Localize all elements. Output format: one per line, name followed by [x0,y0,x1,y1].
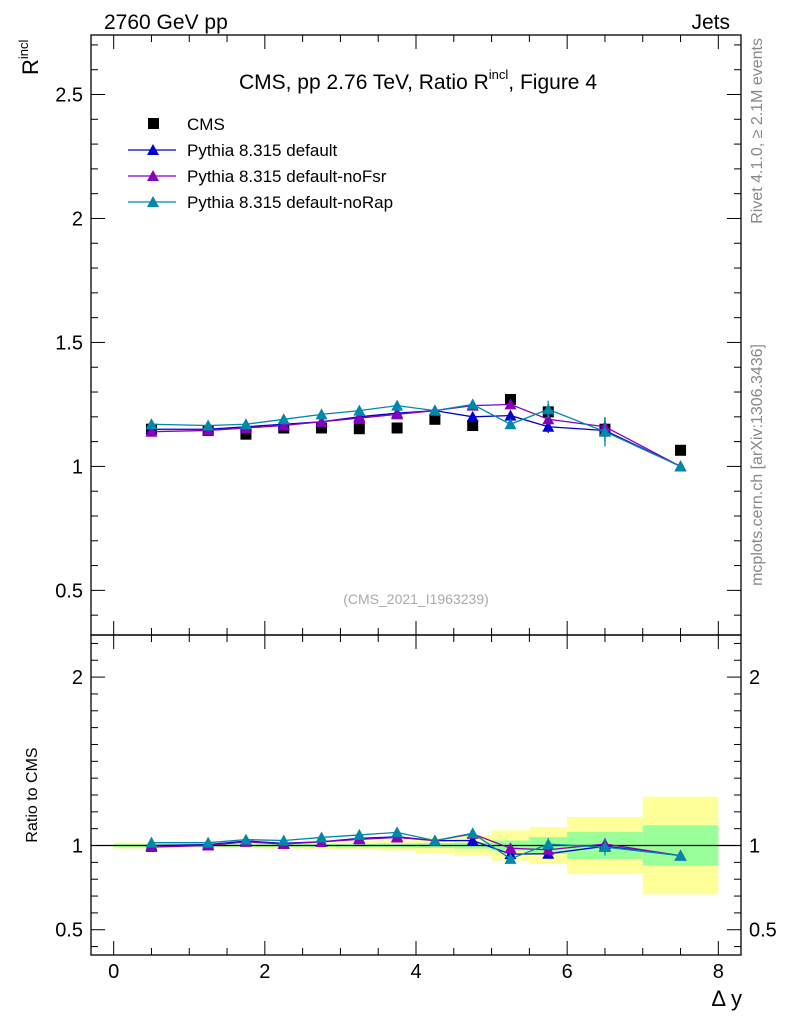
cms-data-point-2 [240,428,252,440]
ratio-series-layer [145,826,687,864]
legend-marker-default [147,144,159,155]
main-y-axis-label: Rincl [16,39,43,75]
main-title-superscript: incl [489,67,509,82]
ratio-series-norap-point-8 [466,827,479,839]
main-series-nofsr-point-5 [353,412,366,424]
cms-data-point-4 [316,422,328,434]
ratio-series-norap-point-9 [504,852,517,864]
ratio-y-axis-label: Ratio to CMS [24,747,41,842]
main-series-norap-point-7 [428,404,441,416]
x-tick-label-0: 0 [108,961,119,983]
legend-label-nofsr: Pythia 8.315 default-noFsr [187,167,387,186]
rivet-label: Rivet 4.1.0, ≥ 2.1M events [749,38,766,224]
legend-marker-nofsr [147,170,159,181]
main-series-default-point-9 [504,409,517,421]
ratio-panel-frame [90,634,742,956]
energy-label: 2760 GeV pp [104,11,228,34]
x-tick-label-1: 2 [259,961,270,983]
legend: CMS Pythia 8.315 default Pythia 8.315 de… [128,115,393,212]
main-series-norap-point-3 [277,413,290,425]
ratio-series-norap-point-5 [353,828,366,840]
cms-data-point-7 [429,413,441,425]
process-label: Jets [691,11,730,34]
main-series-norap-point-11 [598,425,611,437]
x-axis-label: Δ y [711,986,742,1011]
main-series-norap-point-8 [466,398,479,410]
cms-data-point-5 [353,423,365,435]
main-series-layer [145,393,687,472]
main-ytick-label-1: 1 [72,456,83,478]
ratio-series-norap-point-2 [239,833,252,845]
ratio-series-norap-point-6 [391,826,404,838]
cms-data-point-12 [675,444,687,456]
x-tick-label-3: 6 [562,961,573,983]
cms-data-point-6 [391,422,403,434]
main-title: CMS, pp 2.76 TeV, Ratio Rincl, Figure 4 [239,67,597,94]
ratio-series-norap-point-4 [315,831,328,843]
ratio-ytick-label-right-1: 1 [749,836,760,858]
main-series-default-point-8 [466,410,479,422]
main-series-nofsr-point-3 [277,419,290,431]
ratio-ytick-label-right-2: 2 [749,667,760,689]
main-series-default-point-10 [542,420,555,432]
main-series-norap-point-5 [353,404,366,416]
main-y-axis-label-base: R [18,59,43,75]
main-series-default-line [151,409,681,467]
main-y-axis-label-superscript: incl [16,39,31,59]
main-series-nofsr-point-10 [542,413,555,425]
mcplots-label: mcplots.cern.ch [arXiv:1306.3436] [749,344,766,586]
ratio-series-norap-point-10 [542,838,555,850]
cms-data-point-8 [467,419,479,431]
ratio-series-norap-point-1 [202,836,215,848]
analysis-watermark: (CMS_2021_I1963239) [343,591,489,607]
legend-marker-cms [148,118,159,129]
x-tick-label-2: 4 [410,961,421,983]
main-series-norap-point-2 [239,418,252,430]
main-series-norap-point-6 [391,399,404,411]
legend-label-default: Pythia 8.315 default [187,141,338,160]
ratio-ytick-label-left-0: 0.5 [55,920,83,942]
main-series-nofsr-point-0 [145,425,158,437]
main-axis-ticks: 0.5 1 1.5 2 2.5 [55,35,741,635]
legend-marker-norap [147,196,159,207]
legend-label-cms: CMS [187,115,225,134]
main-series-norap-point-0 [145,418,158,430]
ratio-ytick-label-left-1: 1 [72,836,83,858]
main-ytick-label-3: 2 [72,208,83,230]
main-series-nofsr-point-9 [504,398,517,410]
main-series-norap-point-9 [504,418,517,430]
ratio-series-norap-point-12 [674,849,687,861]
main-title-suffix: , Figure 4 [508,71,597,94]
main-series-norap-point-12 [674,460,687,472]
ratio-series-norap-point-11 [598,841,611,853]
ratio-series-norap-point-3 [277,834,290,846]
main-ytick-label-4: 2.5 [55,85,83,107]
ratio-series-nofsr-point-9 [504,842,517,854]
main-title-prefix: CMS, pp 2.76 TeV, Ratio R [239,71,489,94]
main-series-norap-point-4 [315,408,328,420]
x-tick-label-4: 8 [713,961,724,983]
ratio-series-norap-point-7 [428,834,441,846]
ratio-ytick-label-right-0: 0.5 [749,920,777,942]
main-series-nofsr-point-6 [391,408,404,420]
ratio-axis-ticks: 0.5 0.5 1 1 2 2 0 2 4 6 8 [55,635,777,983]
main-series-norap-point-1 [202,419,215,431]
main-ytick-label-0: 0.5 [55,580,83,602]
main-series-norap-point-10 [542,403,555,415]
main-series-nofsr-point-4 [315,415,328,427]
ratio-series-norap-point-0 [145,836,158,848]
ratio-series-default-point-8 [466,834,479,846]
ratio-ytick-label-left-2: 2 [72,667,83,689]
legend-label-norap: Pythia 8.315 default-noRap [187,193,393,212]
main-ytick-label-2: 1.5 [55,332,83,354]
